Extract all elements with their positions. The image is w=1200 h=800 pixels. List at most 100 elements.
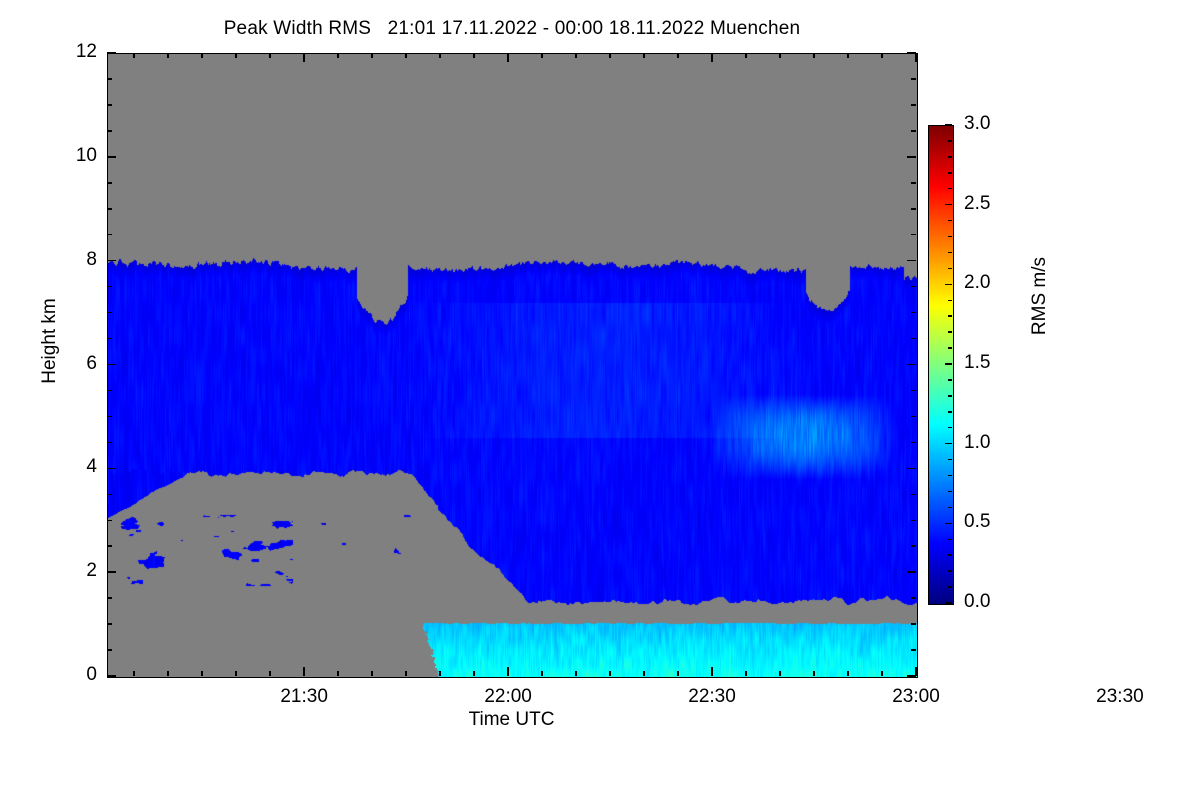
x-axis-minor-tick-top <box>235 53 237 58</box>
x-axis-minor-tick-top <box>201 53 203 58</box>
x-axis-minor-tick-top <box>371 53 373 58</box>
y-axis-minor-tick-right <box>911 623 916 625</box>
y-axis-minor-tick <box>107 285 112 288</box>
x-axis-minor-tick <box>643 671 645 676</box>
colorbar-minor-tick <box>948 219 952 222</box>
page-title: Peak Width RMS 21:01 17.11.2022 - 00:00 … <box>223 18 801 39</box>
colorbar-minor-tick <box>948 474 952 477</box>
y-axis-minor-tick-right <box>911 519 916 521</box>
x-axis-major-tick <box>711 667 713 676</box>
x-axis-minor-tick-top <box>337 53 339 58</box>
y-axis-major-tick <box>107 571 116 573</box>
x-axis-minor-tick-top <box>745 53 747 58</box>
colorbar-minor-tick <box>948 347 952 349</box>
y-axis-major-tick <box>107 675 116 677</box>
y-axis-tick-label: 10 <box>75 144 97 166</box>
x-axis-minor-tick-top <box>473 53 475 58</box>
y-axis-major-tick <box>107 259 116 262</box>
colorbar-tick-label: 1.5 <box>964 352 991 373</box>
y-axis-major-tick <box>107 156 116 158</box>
y-axis-tick-label: 2 <box>86 560 97 582</box>
y-axis-minor-tick-right <box>911 285 916 288</box>
x-axis-minor-tick <box>609 671 611 676</box>
y-axis-tick-label: 8 <box>86 248 97 270</box>
x-axis-minor-tick <box>745 671 747 676</box>
y-axis-minor-tick <box>107 182 112 184</box>
y-axis-tick-label: 4 <box>86 456 97 478</box>
x-axis-minor-tick <box>337 671 339 676</box>
x-axis-tick-label: 22:00 <box>484 686 532 707</box>
colorbar-minor-tick <box>948 442 952 445</box>
y-axis-major-tick-right <box>907 259 916 262</box>
y-axis-major-tick-right <box>907 467 916 470</box>
x-axis-minor-tick <box>405 671 407 676</box>
colorbar-minor-tick <box>948 172 952 174</box>
heatmap-plot-area[interactable] <box>107 53 918 678</box>
x-axis-major-tick-top <box>711 53 713 62</box>
colorbar-minor-tick <box>948 156 952 158</box>
colorbar-minor-tick <box>948 379 952 381</box>
y-axis-minor-tick <box>107 493 112 496</box>
y-axis-label: Height km <box>39 298 60 384</box>
x-axis-minor-tick <box>881 671 883 676</box>
colorbar-tick-label: 2.0 <box>964 272 991 294</box>
x-axis-minor-tick <box>133 671 135 676</box>
y-axis-minor-tick-right <box>911 597 916 599</box>
y-axis-minor-tick <box>107 415 112 418</box>
colorbar[interactable] <box>928 125 954 605</box>
y-axis-major-tick-right <box>907 156 916 158</box>
colorbar-label: RMS m/s <box>1029 256 1050 336</box>
y-axis-major-tick-right <box>907 52 916 54</box>
y-axis-minor-tick-right <box>911 233 916 236</box>
colorbar-minor-tick <box>948 187 952 190</box>
x-axis-minor-tick <box>847 671 849 676</box>
colorbar-major-tick <box>945 203 952 206</box>
x-axis-minor-tick-top <box>133 53 135 58</box>
colorbar-tick-label: 0.5 <box>964 511 991 533</box>
y-axis-major-tick-right <box>907 675 916 677</box>
colorbar-minor-tick <box>948 299 952 302</box>
y-axis-major-tick <box>107 467 116 470</box>
x-axis-major-tick <box>915 667 917 676</box>
colorbar-tick-label: 0.0 <box>964 591 991 612</box>
y-axis-major-tick <box>107 363 116 366</box>
colorbar-minor-tick <box>948 395 952 397</box>
colorbar-minor-tick <box>948 235 952 238</box>
x-axis-minor-tick-top <box>575 53 577 58</box>
colorbar-minor-tick <box>948 426 952 429</box>
colorbar-tick-label: 3.0 <box>964 113 991 134</box>
colorbar-minor-tick <box>948 554 952 556</box>
y-axis-major-tick-right <box>907 571 916 573</box>
y-axis-minor-tick-right <box>911 545 916 547</box>
colorbar-minor-tick <box>948 458 952 461</box>
y-axis-minor-tick <box>107 519 112 521</box>
y-axis-minor-tick <box>107 545 112 547</box>
y-axis-minor-tick <box>107 311 112 314</box>
colorbar-major-tick <box>945 124 952 126</box>
x-axis-tick-label: 22:30 <box>688 686 736 707</box>
y-axis-minor-tick-right <box>911 78 916 80</box>
x-axis-minor-tick <box>269 671 271 676</box>
x-axis-minor-tick <box>541 671 543 676</box>
y-axis-minor-tick <box>107 208 112 210</box>
x-axis-minor-tick <box>167 671 169 676</box>
colorbar-minor-tick <box>948 411 952 413</box>
colorbar-major-tick <box>945 363 952 365</box>
y-axis-minor-tick-right <box>911 337 916 340</box>
colorbar-minor-tick <box>948 251 952 254</box>
x-axis-minor-tick-top <box>677 53 679 58</box>
x-axis-minor-tick-top <box>405 53 407 58</box>
y-axis-minor-tick-right <box>911 389 916 392</box>
colorbar-minor-tick <box>948 140 952 142</box>
y-axis-minor-tick-right <box>911 104 916 106</box>
y-axis-minor-tick-right <box>911 208 916 210</box>
colorbar-minor-tick <box>948 490 952 493</box>
x-axis-minor-tick-top <box>813 53 815 58</box>
y-axis-minor-tick <box>107 623 112 625</box>
colorbar-major-tick <box>945 522 952 525</box>
heatmap-canvas <box>108 54 917 677</box>
x-axis-minor-tick <box>677 671 679 676</box>
y-axis-minor-tick <box>107 389 112 392</box>
colorbar-tick-label: 1.0 <box>964 431 991 453</box>
y-axis-minor-tick-right <box>911 493 916 496</box>
